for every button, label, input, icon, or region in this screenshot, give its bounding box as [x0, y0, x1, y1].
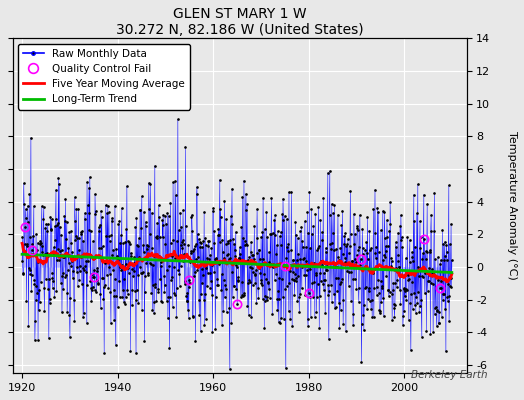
- Y-axis label: Temperature Anomaly (°C): Temperature Anomaly (°C): [507, 132, 517, 280]
- Text: Berkeley Earth: Berkeley Earth: [411, 370, 487, 380]
- Title: GLEN ST MARY 1 W
30.272 N, 82.186 W (United States): GLEN ST MARY 1 W 30.272 N, 82.186 W (Uni…: [116, 7, 363, 37]
- Legend: Raw Monthly Data, Quality Control Fail, Five Year Moving Average, Long-Term Tren: Raw Monthly Data, Quality Control Fail, …: [18, 44, 190, 110]
